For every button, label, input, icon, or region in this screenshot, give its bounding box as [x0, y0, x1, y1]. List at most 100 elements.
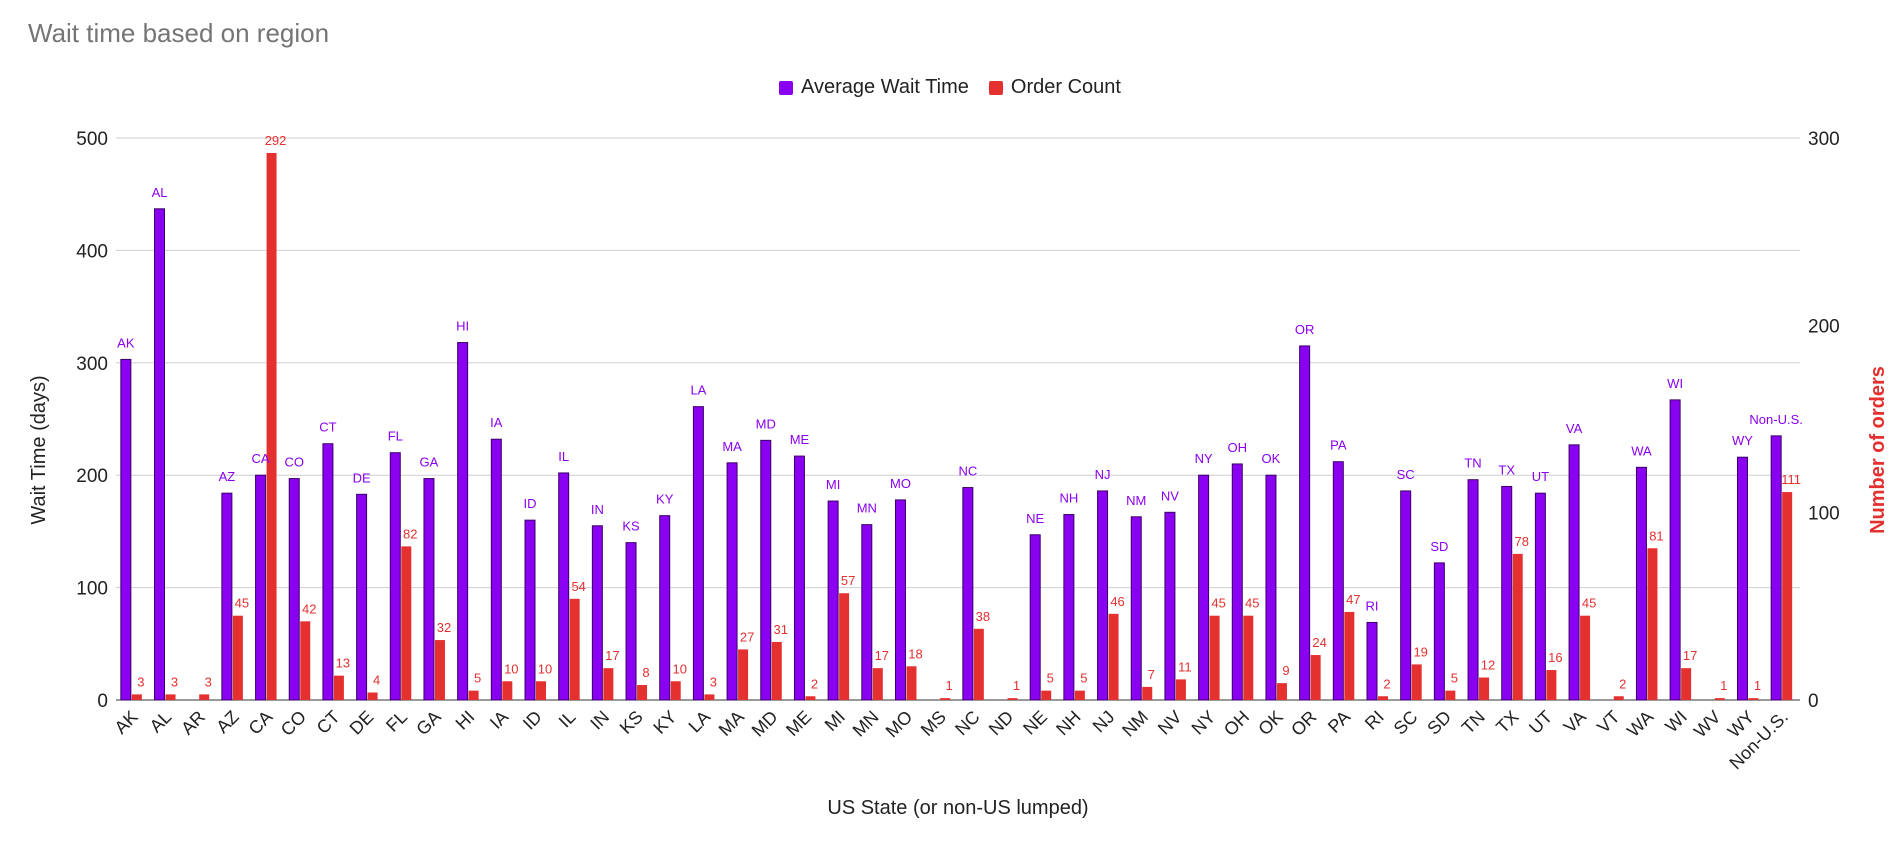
data-label-wait-time-md: MD: [756, 416, 776, 431]
data-label-wait-time-tx: TX: [1498, 462, 1515, 477]
y2-tick-label-300: 300: [1808, 129, 1840, 150]
data-label-wait-time-ca: CA: [252, 451, 270, 466]
bar-wait-time-mn: [861, 524, 873, 701]
data-label-order-count-vt: 2: [1619, 676, 1626, 691]
bar-wait-time-tx: [1501, 485, 1513, 701]
bar-layer: [120, 152, 1793, 701]
bar-wait-time-ks: [625, 542, 637, 701]
data-label-order-count-ny: 45: [1211, 596, 1225, 611]
data-label-order-count-ut: 16: [1548, 650, 1562, 665]
x-tick-label-nv: NV: [1154, 707, 1186, 739]
data-label-wait-time-sd: SD: [1430, 539, 1448, 554]
data-label-order-count-hi: 5: [474, 671, 481, 686]
data-label-order-count-ms: 1: [946, 678, 953, 693]
bar-wait-time-md: [760, 439, 772, 701]
x-tick-label-oh: OH: [1220, 707, 1253, 740]
bar-order-count-ky: [670, 681, 681, 700]
bar-wait-time-hi: [457, 342, 469, 701]
bar-order-count-nm: [1142, 686, 1153, 700]
data-label-wait-time-ma: MA: [722, 439, 742, 454]
bar-wait-time-nh: [1063, 514, 1075, 701]
bar-wait-time-or: [1299, 345, 1311, 701]
data-label-order-count-id: 10: [538, 661, 552, 676]
data-label-wait-time-in: IN: [591, 502, 604, 517]
data-label-order-count-fl: 82: [403, 526, 417, 541]
bar-order-count-wa: [1647, 548, 1658, 700]
bar-order-count-nv: [1175, 679, 1186, 700]
data-label-wait-time-or: OR: [1295, 322, 1315, 337]
data-label-order-count-ak: 3: [137, 674, 144, 689]
data-label-wait-time-nm: NM: [1126, 493, 1146, 508]
bar-wait-time-va: [1568, 444, 1580, 701]
bar-wait-time-ca: [255, 474, 267, 701]
data-label-wait-time-tn: TN: [1464, 456, 1481, 471]
data-label-order-count-de: 4: [373, 673, 380, 688]
bar-order-count-az: [232, 615, 243, 700]
y-tick-label-200: 200: [76, 466, 108, 487]
data-label-wait-time-la: LA: [690, 383, 706, 398]
bar-order-count-la: [704, 694, 715, 700]
bar-order-count-co: [300, 621, 311, 700]
bar-order-count-ga: [434, 640, 445, 700]
y-axis-title: Wait Time (days): [28, 375, 50, 524]
data-label-order-count-mn: 17: [875, 648, 889, 663]
x-tick-label-me: ME: [782, 707, 815, 740]
bar-order-count-ak: [131, 694, 142, 700]
bar-wait-time-il: [558, 472, 570, 701]
bar-order-count-in: [603, 668, 614, 700]
bar-wait-time-ma: [726, 462, 738, 701]
data-label-order-count-me: 2: [811, 676, 818, 691]
x-axis-title: US State (or non-US lumped): [827, 797, 1088, 819]
x-tick-label-de: DE: [346, 707, 378, 739]
y2-tick-label-200: 200: [1808, 316, 1840, 337]
data-label-wait-time-ny: NY: [1195, 451, 1213, 466]
bar-wait-time-sd: [1433, 562, 1445, 701]
y-tick-label-100: 100: [76, 579, 108, 600]
bar-order-count-ca: [266, 152, 277, 700]
y2-axis-title: Number of orders: [1867, 366, 1889, 534]
x-tick-label-ms: MS: [917, 707, 950, 740]
bar-wait-time-al: [154, 208, 166, 701]
bar-order-count-il: [569, 598, 580, 700]
data-label-order-count-ca: 292: [265, 133, 287, 148]
bar-wait-time-pa: [1332, 461, 1344, 701]
data-label-order-count-nm: 7: [1148, 667, 1155, 682]
legend-item-order-count[interactable]: Order Count: [988, 76, 1121, 99]
x-tick-label-ne: NE: [1019, 707, 1051, 739]
x-tick-label-mi: MI: [821, 707, 849, 735]
x-tick-label-md: MD: [748, 707, 782, 741]
data-label-order-count-ct: 13: [336, 656, 350, 671]
grid-layer: [116, 137, 1800, 701]
data-label-order-count-non-u-s: 111: [1781, 472, 1801, 487]
x-tick-label-il: IL: [555, 707, 580, 732]
y-tick-label-300: 300: [76, 354, 108, 375]
bar-order-count-nd: [1007, 698, 1018, 700]
bar-wait-time-wa: [1635, 466, 1647, 701]
bar-order-count-hi: [468, 690, 479, 700]
legend-label-wait-time: Average Wait Time: [801, 76, 969, 98]
x-tick-label-la: LA: [685, 707, 715, 737]
data-label-wait-time-de: DE: [353, 470, 371, 485]
legend-item-wait-time[interactable]: Average Wait Time: [779, 76, 969, 99]
bar-order-count-vt: [1613, 696, 1624, 700]
bar-wait-time-nc: [962, 487, 974, 701]
data-label-wait-time-ri: RI: [1366, 598, 1379, 613]
bar-order-count-pa: [1344, 611, 1355, 700]
bar-order-count-ut: [1546, 670, 1557, 700]
x-tick-label-ok: OK: [1254, 707, 1287, 740]
bar-order-count-mo: [906, 666, 917, 700]
x-tick-label-ct: CT: [313, 707, 344, 738]
data-label-order-count-ne: 5: [1047, 671, 1054, 686]
data-label-order-count-ar: 3: [205, 674, 212, 689]
data-label-order-count-wv: 1: [1720, 678, 1727, 693]
bar-wait-time-ky: [659, 515, 671, 701]
data-label-wait-time-ut: UT: [1532, 469, 1549, 484]
data-label-order-count-oh: 45: [1245, 596, 1259, 611]
x-tick-label-mo: MO: [882, 707, 917, 742]
data-label-wait-time-mn: MN: [857, 501, 877, 516]
bar-order-count-wi: [1681, 668, 1692, 700]
bar-order-count-id: [536, 681, 546, 700]
bar-order-count-de: [367, 692, 378, 700]
